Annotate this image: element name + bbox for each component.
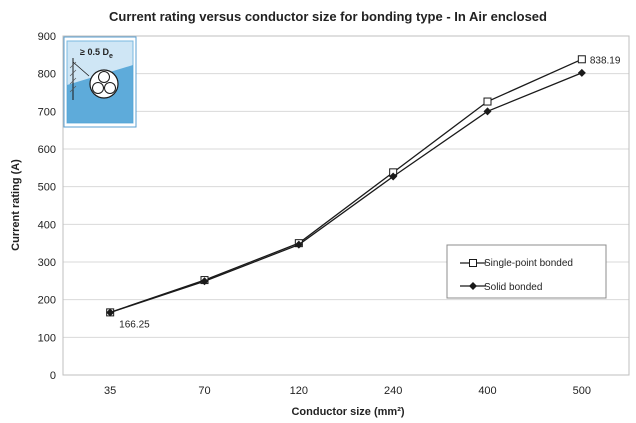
data-point [577, 68, 586, 77]
data-label: 838.19 [590, 55, 621, 66]
y-tick-label: 500 [38, 182, 56, 194]
cable-trefoil-icon [89, 69, 119, 99]
installation-inset: ≥ 0.5 De [63, 36, 137, 128]
inset-label: ≥ 0.5 De [80, 47, 113, 60]
y-tick-label: 600 [38, 144, 56, 156]
plot-area [62, 35, 630, 376]
data-point [389, 172, 398, 181]
x-tick-label: 70 [198, 385, 210, 397]
series-line [109, 72, 583, 314]
legend-item-solid: Solid bonded [460, 282, 542, 293]
chart-title: Current rating versus conductor size for… [109, 9, 547, 24]
x-tick-label: 240 [384, 385, 402, 397]
data-labels: 166.25 838.19 [119, 55, 621, 330]
legend-label: Solid bonded [484, 282, 542, 293]
data-point [483, 97, 492, 106]
legend-marker-open-square [469, 259, 477, 267]
y-tick-label: 0 [50, 370, 56, 382]
series-line [109, 58, 583, 313]
data-point [483, 107, 492, 116]
y-tick-label: 900 [38, 31, 56, 43]
y-tick-labels: 0 100 200 300 400 500 600 700 800 900 [38, 31, 56, 382]
data-point [294, 240, 303, 249]
series-group [106, 55, 586, 317]
x-tick-label: 35 [104, 385, 116, 397]
y-tick-label: 100 [38, 332, 56, 344]
y-axis-label: Current rating (A) [10, 159, 22, 251]
x-tick-labels: 35 70 120 240 400 500 [104, 385, 591, 397]
data-point [200, 277, 209, 286]
x-tick-label: 120 [290, 385, 308, 397]
legend-marker-diamond [469, 282, 477, 290]
legend: Single-point bonded Solid bonded [446, 244, 607, 299]
y-tick-label: 200 [38, 295, 56, 307]
data-label: 166.25 [119, 319, 150, 330]
y-tick-label: 800 [38, 69, 56, 81]
data-point [106, 308, 115, 317]
y-tick-label: 400 [38, 219, 56, 231]
legend-item-single-point: Single-point bonded [460, 258, 573, 269]
y-tick-label: 300 [38, 257, 56, 269]
x-tick-label: 400 [478, 385, 496, 397]
x-tick-label: 500 [573, 385, 591, 397]
y-tick-label: 700 [38, 106, 56, 118]
x-axis-label: Conductor size (mm²) [291, 406, 404, 418]
data-point [577, 55, 586, 64]
legend-label: Single-point bonded [484, 258, 573, 269]
